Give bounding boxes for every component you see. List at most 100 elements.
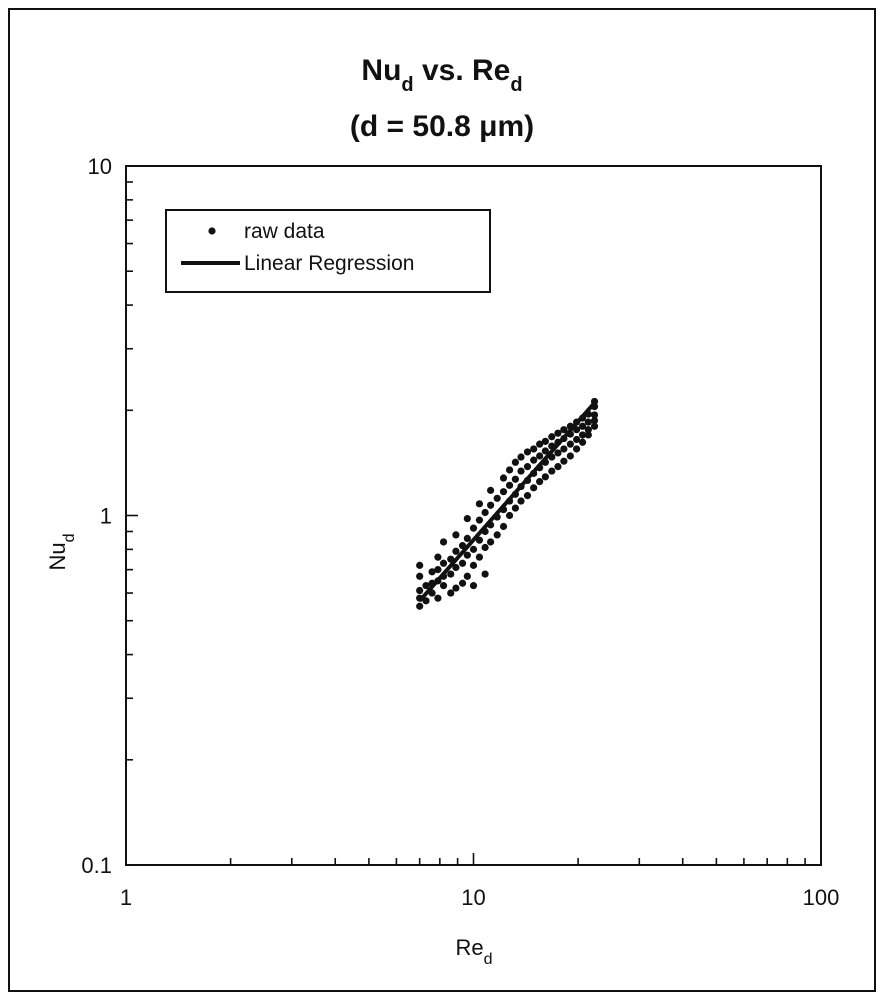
x-tick-label: 10 [461, 885, 485, 910]
data-point [487, 538, 495, 546]
data-point [584, 431, 592, 439]
x-axis-label: Red [455, 935, 492, 968]
data-point [499, 488, 508, 496]
data-point [447, 589, 455, 597]
data-point [416, 602, 424, 610]
data-point [505, 481, 514, 489]
data-point [523, 463, 532, 471]
data-point [584, 418, 592, 426]
legend-label-linear-regression: Linear Regression [244, 252, 414, 275]
data-point [428, 568, 436, 576]
data-point [584, 426, 592, 434]
data-point [493, 494, 501, 502]
data-point [560, 445, 568, 453]
data-point [517, 497, 525, 505]
data-point [541, 437, 549, 445]
data-point [452, 563, 460, 572]
data-point [554, 429, 562, 437]
data-point [530, 445, 538, 453]
data-point [511, 504, 519, 512]
x-tick-label: 100 [803, 885, 840, 910]
data-point [416, 586, 424, 595]
data-point [475, 500, 484, 508]
y-tick-label: 0.1 [81, 853, 112, 878]
data-point [469, 545, 478, 553]
data-point [416, 561, 424, 569]
data-point [481, 570, 489, 578]
data-point [517, 453, 525, 461]
data-point [469, 561, 478, 569]
data-point [505, 466, 514, 474]
data-point [434, 553, 442, 561]
data-point [541, 447, 549, 455]
data-point [452, 547, 460, 555]
data-point [530, 484, 538, 492]
data-point [475, 516, 484, 524]
data-point [572, 435, 581, 444]
data-point [523, 448, 532, 456]
data-point [530, 456, 538, 464]
data-point [560, 426, 568, 434]
data-point [578, 422, 587, 430]
chart-title-line2: (d = 50.8 μm) [350, 110, 534, 143]
plot-area: 1 10 100 0.1 1 10 [81, 154, 839, 910]
data-point [578, 431, 587, 439]
data-point [511, 475, 519, 483]
data-point [434, 566, 442, 574]
data-point [439, 538, 448, 546]
data-point [511, 458, 519, 466]
data-layer [416, 397, 599, 610]
data-point [517, 467, 525, 475]
data-point [590, 422, 599, 430]
data-point [475, 536, 484, 544]
data-point [452, 531, 460, 539]
data-point [481, 543, 489, 552]
data-point [523, 492, 532, 500]
data-point [536, 478, 544, 486]
data-point [493, 531, 501, 539]
chart-title-line1: Nud vs. Red [361, 54, 522, 96]
data-point [469, 582, 478, 590]
data-point [416, 572, 424, 580]
data-point [463, 572, 471, 580]
data-point [481, 508, 489, 517]
data-point [554, 449, 562, 457]
legend-label-raw-data: raw data [244, 220, 325, 243]
data-point [499, 522, 508, 531]
data-point [434, 594, 442, 602]
data-point [566, 452, 574, 460]
y-tick-label: 1 [100, 504, 112, 529]
data-point [458, 579, 467, 587]
y-axis-label: Nud [45, 533, 78, 570]
data-point [439, 582, 448, 590]
legend: raw data Linear Regression [165, 209, 491, 293]
data-point [548, 433, 556, 441]
data-point [572, 445, 581, 453]
data-point [578, 438, 587, 446]
legend-box [165, 209, 491, 293]
data-point [447, 570, 455, 578]
data-point [469, 524, 478, 532]
data-point [505, 511, 514, 520]
data-point [536, 452, 544, 460]
data-point [452, 584, 460, 592]
data-point [463, 514, 471, 523]
data-point [548, 467, 556, 475]
data-point [541, 473, 549, 481]
data-point [590, 411, 599, 419]
data-point [554, 463, 562, 471]
chart-frame [8, 8, 876, 992]
y-tick-label: 10 [88, 154, 112, 179]
data-point [487, 486, 495, 494]
data-point [566, 440, 574, 448]
data-point [536, 440, 544, 448]
data-point [475, 553, 484, 561]
data-point [463, 551, 471, 559]
x-tick-label: 1 [120, 885, 132, 910]
data-point [499, 474, 508, 482]
data-point [487, 501, 495, 509]
data-point [463, 534, 471, 542]
data-point [422, 582, 430, 590]
